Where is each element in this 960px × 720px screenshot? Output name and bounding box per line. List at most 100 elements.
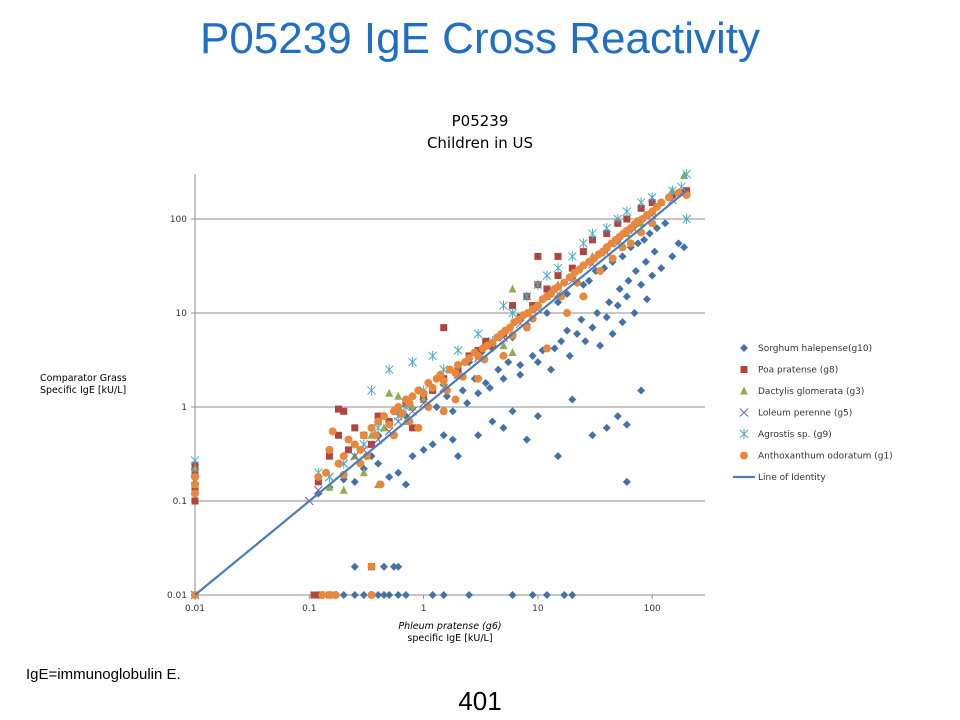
poa-pratense-g8-point [474, 346, 482, 354]
legend-marker-poa-pratense-g8 [740, 366, 748, 373]
y-tick-label: 100 [170, 215, 187, 225]
poa-pratense-g8-point [482, 337, 490, 345]
sorghum-halepense-g10-point [546, 365, 555, 374]
sorghum-halepense-g10-point [401, 480, 410, 489]
anthoxanthum-odoratum-g1-point [379, 412, 388, 421]
line-of-identity [194, 189, 688, 596]
agrostis-sp-g9-point [542, 270, 552, 281]
anthoxanthum-odoratum-g1-point [344, 435, 353, 444]
dactylis-glomerata-g3-point [325, 482, 334, 491]
sorghum-halepense-g10-point [542, 591, 551, 599]
sorghum-halepense-g10-point [379, 562, 388, 571]
sorghum-halepense-g10-point [508, 407, 517, 416]
x-tick-label: 10 [532, 604, 544, 614]
anthoxanthum-odoratum-g1-point [573, 278, 582, 287]
x-axis-label-line-1: Phleum pratense (g6) [398, 621, 502, 632]
agrostis-sp-g9-point [636, 197, 646, 208]
legend-marker-agrostis-sp-g9 [739, 429, 749, 439]
sorghum-halepense-g10-point [528, 351, 537, 360]
anthoxanthum-odoratum-g1-point [608, 254, 617, 263]
agrostis-sp-g9-point [473, 328, 483, 339]
agrostis-sp-g9-point [602, 223, 612, 234]
sorghum-halepense-g10-point [624, 276, 633, 285]
sorghum-halepense-g10-point [408, 452, 417, 461]
sorghum-halepense-g10-point [458, 386, 467, 395]
sorghum-halepense-g10-point [474, 431, 483, 440]
sorghum-halepense-g10-point [588, 323, 597, 332]
poa-pratense-g8-point [440, 324, 448, 332]
sorghum-halepense-g10-point [522, 435, 531, 444]
sorghum-halepense-g10-point [394, 468, 403, 477]
page-number: 401 [458, 686, 502, 716]
agrostis-sp-g9-point [588, 228, 597, 239]
dactylis-glomerata-g3-point [508, 348, 517, 357]
dactylis-glomerata-g3-point [394, 391, 403, 400]
agrostis-sp-g9-point [190, 455, 200, 466]
sorghum-halepense-g10-point [350, 477, 359, 486]
sorghum-halepense-g10-point [494, 365, 503, 374]
sorghum-halepense-g10-point [350, 562, 359, 571]
sorghum-halepense-g10-point [640, 235, 649, 244]
sorghum-halepense-g10-point [618, 252, 627, 261]
anthoxanthum-odoratum-g1-point [394, 403, 403, 411]
y-tick-label: 1 [181, 403, 187, 413]
legend-label-anthoxanthum-odoratum-g1: Anthoxanthum odoratum (g1) [758, 452, 893, 462]
sorghum-halepense-g10-point [448, 435, 457, 444]
anthoxanthum-odoratum-g1-point [367, 423, 376, 432]
sorghum-halepense-g10-point [488, 417, 497, 426]
anthoxanthum-odoratum-g1-point [339, 470, 348, 479]
x-tick-label: 0.1 [302, 604, 316, 614]
sorghum-halepense-g10-point [588, 431, 597, 440]
poa-pratense-g8-point [314, 478, 322, 486]
anthoxanthum-odoratum-g1-point [325, 591, 334, 599]
sorghum-halepense-g10-point [499, 374, 508, 383]
agrostis-sp-g9-point [522, 291, 532, 302]
y-axis-label: Comparator Grass Specific IgE [kU/L] [40, 373, 180, 397]
anthoxanthum-odoratum-g1-point [436, 370, 445, 379]
sorghum-halepense-g10-point [602, 313, 611, 322]
poa-pratense-g8-point [554, 252, 562, 260]
x-axis-label-line-2: specific IgE [kU/L] [407, 633, 493, 644]
legend-marker-anthoxanthum-odoratum-g1 [740, 451, 748, 460]
legend-label-line-of-identity: Line of Identity [758, 473, 826, 483]
anthoxanthum-odoratum-g1-point [350, 440, 359, 449]
sorghum-halepense-g10-point [389, 562, 398, 571]
loleum-perenne-g5-point [350, 451, 360, 461]
poa-pratense-g8-point [579, 248, 587, 256]
agrostis-sp-g9-point [682, 214, 691, 224]
sorghum-halepense-g10-point [577, 315, 586, 324]
sorghum-halepense-g10-point [568, 395, 577, 404]
sorghum-halepense-g10-point [585, 276, 594, 285]
sorghum-halepense-g10-point [339, 591, 348, 599]
sorghum-halepense-g10-point [499, 423, 508, 432]
poa-pratense-g8-point [340, 407, 348, 415]
poa-pratense-g8-point [509, 302, 517, 310]
poa-pratense-g8-point [637, 204, 645, 212]
anthoxanthum-odoratum-g1-point [376, 480, 385, 489]
sorghum-halepense-g10-point [554, 452, 563, 461]
sorghum-halepense-g10-point [401, 591, 410, 599]
sorghum-halepense-g10-point [432, 403, 441, 411]
poa-pratense-g8-point [454, 366, 462, 374]
anthoxanthum-odoratum-g1-point [522, 323, 531, 332]
anthoxanthum-odoratum-g1-point [465, 354, 474, 363]
sorghum-halepense-g10-point [504, 358, 513, 367]
sorghum-halepense-g10-point [533, 358, 542, 367]
sorghum-halepense-g10-point [637, 386, 646, 395]
sorghum-halepense-g10-point [605, 298, 614, 307]
sorghum-halepense-g10-point [394, 562, 403, 571]
poa-pratense-g8-point [351, 424, 359, 432]
anthoxanthum-odoratum-g1-point [322, 468, 331, 477]
agrostis-sp-g9-point [533, 279, 543, 290]
poa-pratense-g8-point [334, 405, 342, 413]
sorghum-halepense-g10-point [439, 431, 448, 440]
sorghum-halepense-g10-point [615, 285, 624, 294]
anthoxanthum-odoratum-g1-point [414, 423, 423, 432]
anthoxanthum-odoratum-g1-point [626, 239, 635, 248]
x-tick-label: 1 [421, 604, 427, 614]
poa-pratense-g8-point [409, 424, 417, 432]
poa-pratense-g8-point [374, 412, 382, 420]
anthoxanthum-odoratum-g1-point [542, 344, 551, 353]
anthoxanthum-odoratum-g1-point [451, 395, 460, 404]
dactylis-glomerata-g3-point [680, 171, 689, 180]
